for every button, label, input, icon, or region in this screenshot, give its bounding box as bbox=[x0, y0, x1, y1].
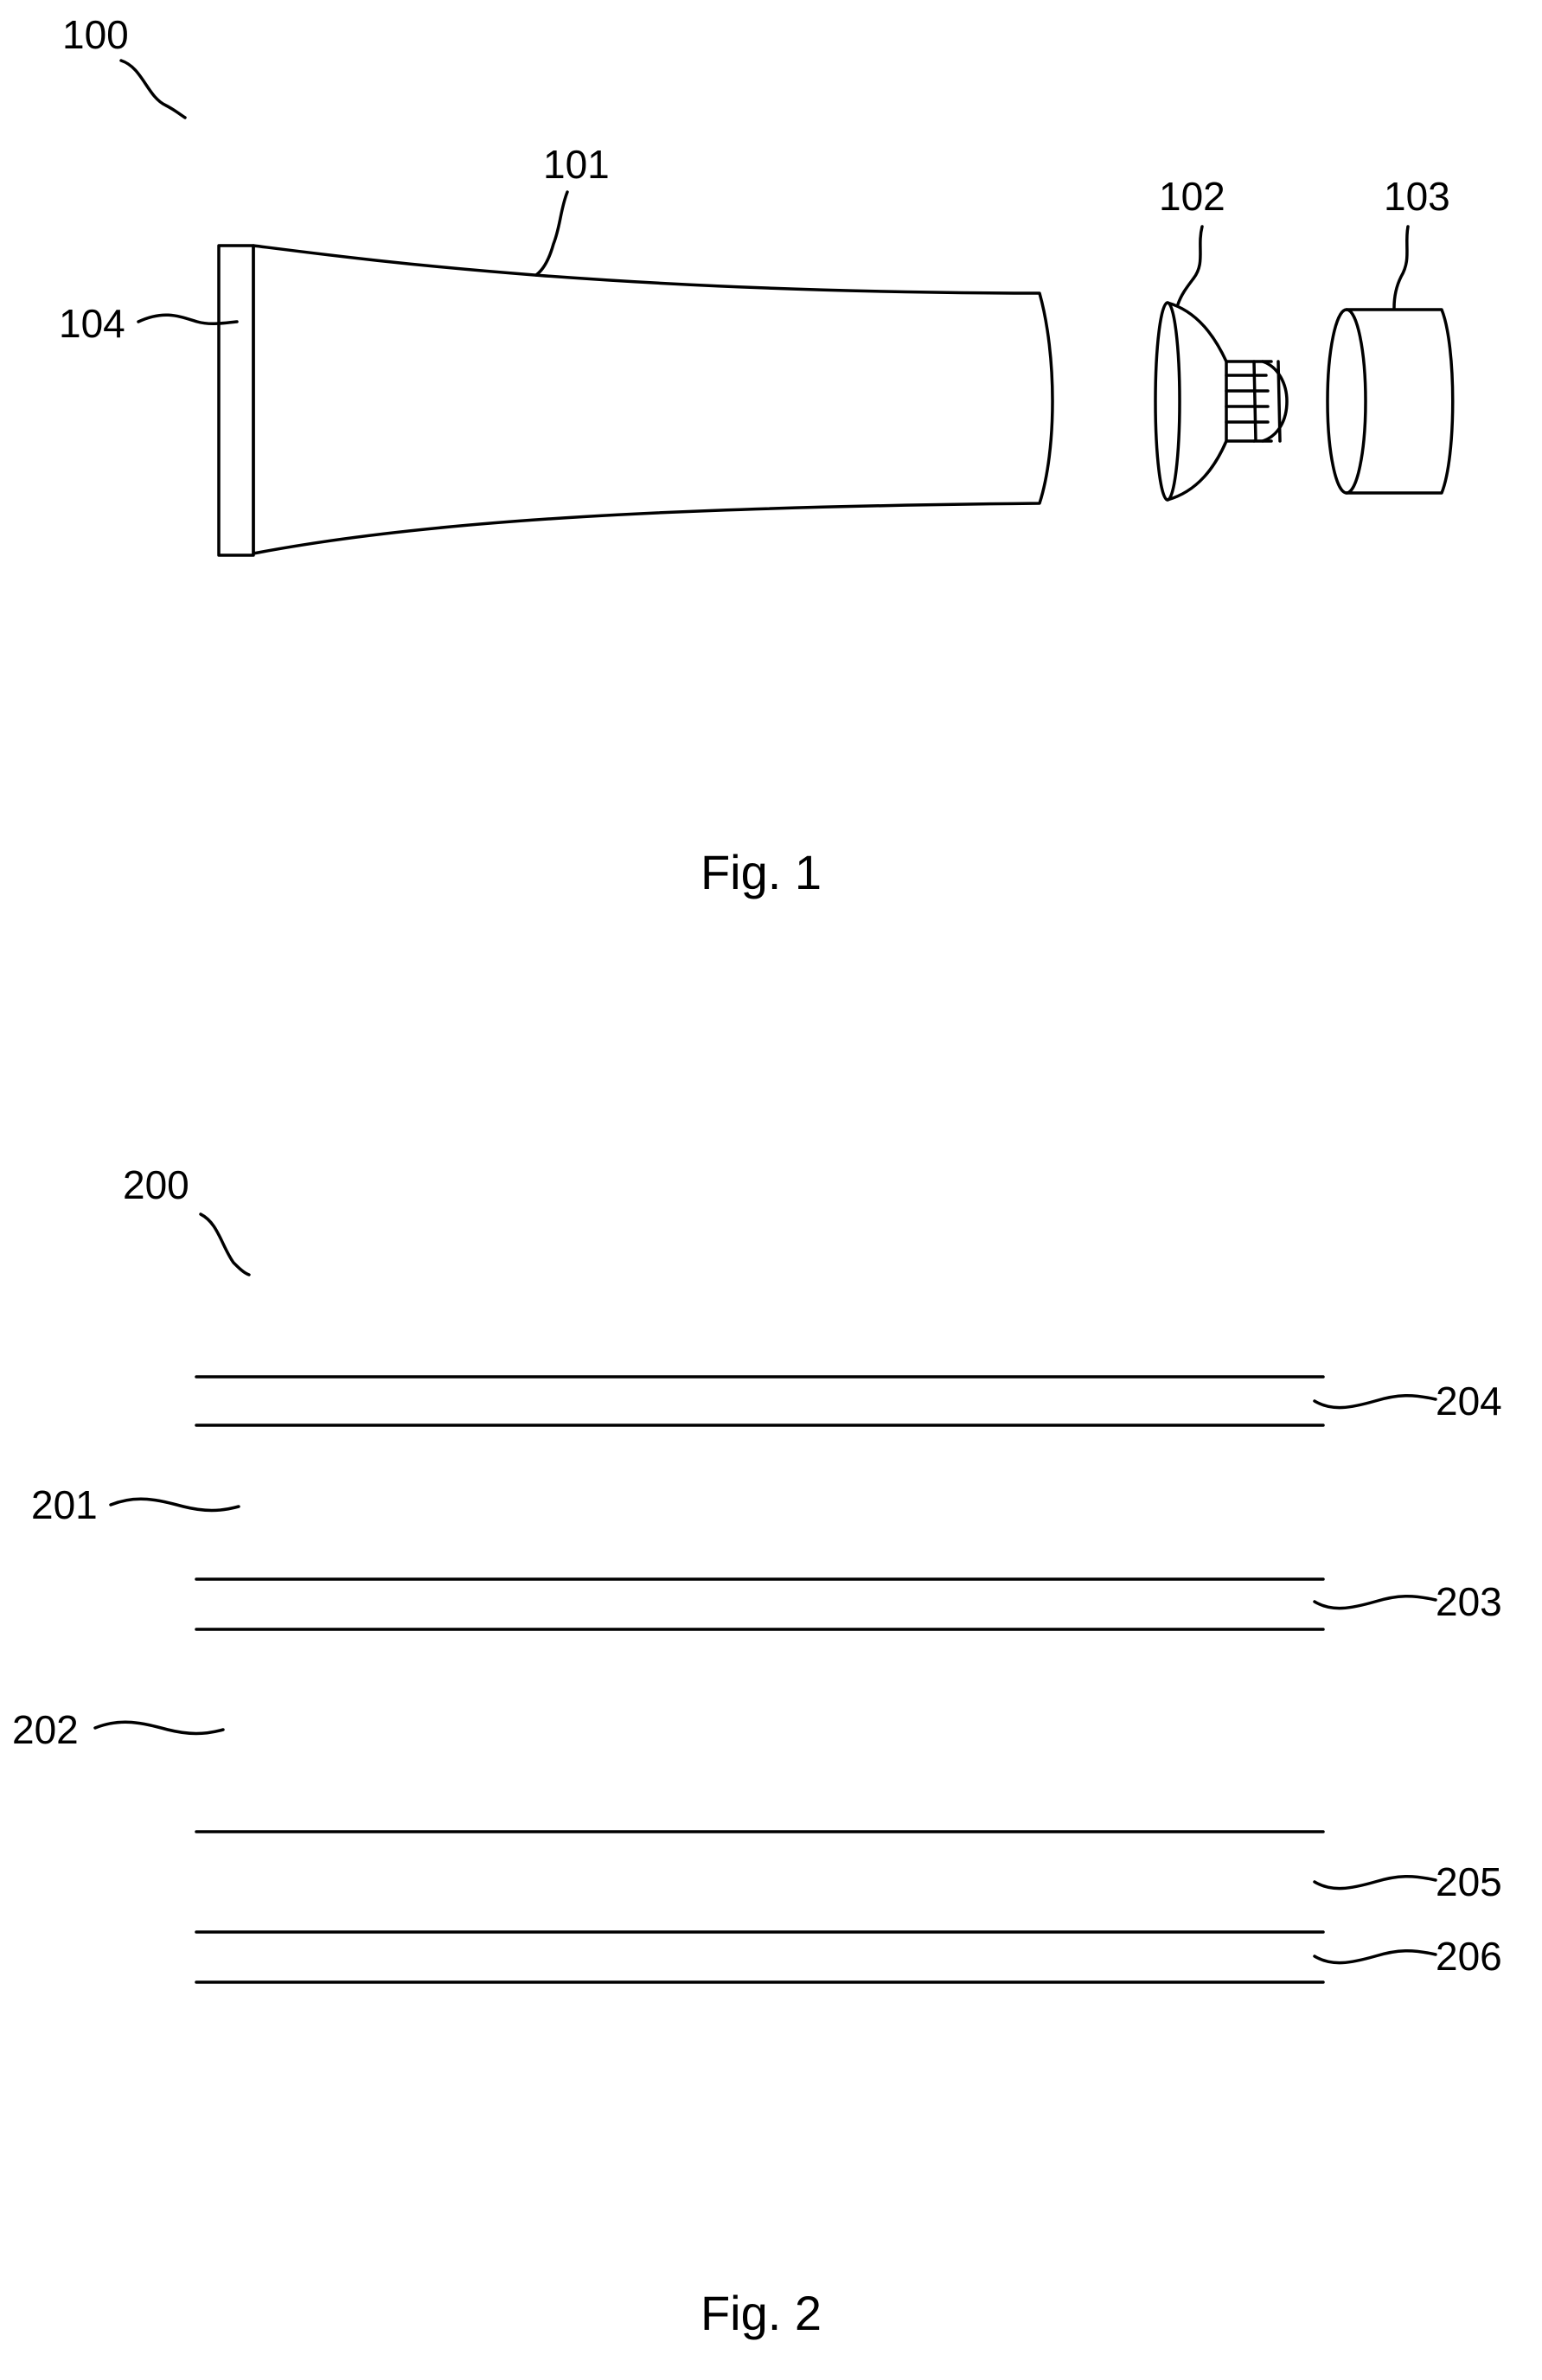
label-103: 103 bbox=[1384, 174, 1450, 219]
leader-200 bbox=[201, 1214, 249, 1275]
cap bbox=[1328, 310, 1453, 493]
nozzle-tip bbox=[1263, 361, 1287, 441]
leader-206 bbox=[1315, 1951, 1436, 1963]
label-205: 205 bbox=[1436, 1859, 1502, 1904]
leader-101 bbox=[536, 192, 567, 275]
leader-201 bbox=[111, 1499, 239, 1510]
leader-203 bbox=[1315, 1596, 1436, 1609]
label-101: 101 bbox=[543, 142, 610, 187]
label-102: 102 bbox=[1159, 174, 1225, 219]
figure-1-caption: Fig. 1 bbox=[701, 845, 822, 899]
leader-202 bbox=[95, 1722, 223, 1733]
label-203: 203 bbox=[1436, 1579, 1502, 1624]
figure-2: 200 204 201 203 202 205 206 Fig. 2 bbox=[12, 1162, 1502, 2340]
end-seal bbox=[219, 246, 253, 555]
nozzle-neck bbox=[1226, 361, 1254, 441]
leader-103 bbox=[1394, 227, 1408, 308]
cap-body bbox=[1347, 310, 1453, 493]
nozzle-flange bbox=[1155, 303, 1180, 500]
label-206: 206 bbox=[1436, 1934, 1502, 1979]
leader-205 bbox=[1315, 1877, 1436, 1889]
label-104: 104 bbox=[59, 301, 125, 346]
figure-1: 100 104 101 102 103 F bbox=[59, 12, 1453, 899]
tube-body-outline bbox=[253, 246, 1053, 553]
leader-104 bbox=[138, 315, 237, 323]
figure-2-caption: Fig. 2 bbox=[701, 2286, 822, 2340]
label-202: 202 bbox=[12, 1707, 79, 1752]
label-204: 204 bbox=[1436, 1379, 1502, 1424]
label-201: 201 bbox=[31, 1482, 98, 1527]
label-100: 100 bbox=[62, 12, 129, 57]
tube-body bbox=[253, 246, 1053, 553]
nozzle-thread bbox=[1254, 361, 1280, 441]
leader-204 bbox=[1315, 1396, 1436, 1408]
cap-front-face bbox=[1328, 310, 1366, 493]
label-200: 200 bbox=[123, 1162, 189, 1207]
nozzle-thread-lines bbox=[1226, 375, 1268, 422]
nozzle bbox=[1155, 303, 1287, 500]
leader-100 bbox=[121, 61, 185, 118]
leader-102 bbox=[1178, 227, 1202, 304]
